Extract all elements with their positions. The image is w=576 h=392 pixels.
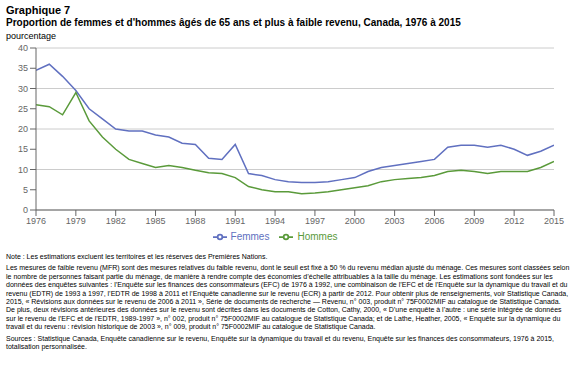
svg-text:1985: 1985 bbox=[146, 216, 166, 226]
html-text:Graphique 7: Graphique 7 bbox=[6, 4, 71, 16]
svg-text:2006: 2006 bbox=[424, 216, 444, 226]
svg-text:10: 10 bbox=[18, 165, 28, 175]
html-text:Note : Les estimations excluen: Note : Les estimations excluent les terr… bbox=[6, 253, 268, 260]
svg-text:40: 40 bbox=[18, 43, 28, 53]
html-text:Hommes: Hommes bbox=[297, 230, 338, 242]
svg-text:1982: 1982 bbox=[106, 216, 126, 226]
svg-text:30: 30 bbox=[18, 84, 28, 94]
svg-text:1991: 1991 bbox=[225, 216, 245, 226]
html-text:Les mesures de faible revenu (: Les mesures de faible revenu (MFR) sont … bbox=[6, 264, 570, 331]
svg-text:35: 35 bbox=[18, 63, 28, 73]
svg-text:1997: 1997 bbox=[305, 216, 325, 226]
svg-text:2003: 2003 bbox=[385, 216, 405, 226]
svg-text:5: 5 bbox=[23, 185, 28, 195]
svg-text:1988: 1988 bbox=[185, 216, 205, 226]
svg-text:20: 20 bbox=[18, 124, 28, 134]
html-text:Proportion de femmes et d'homm: Proportion de femmes et d'hommes âgés de… bbox=[6, 17, 461, 28]
html-text:Sources : Statistique Canada,: Sources : Statistique Canada, Enquête ca… bbox=[6, 334, 554, 351]
svg-text:2000: 2000 bbox=[345, 216, 365, 226]
svg-text:2009: 2009 bbox=[464, 216, 484, 226]
svg-text:1994: 1994 bbox=[265, 216, 285, 226]
svg-text:0: 0 bbox=[23, 205, 28, 215]
svg-text:2015: 2015 bbox=[544, 216, 564, 226]
svg-text:1976: 1976 bbox=[26, 216, 46, 226]
html-text:pourcentage: pourcentage bbox=[6, 31, 56, 41]
svg-text:2012: 2012 bbox=[504, 216, 524, 226]
svg-text:1979: 1979 bbox=[66, 216, 86, 226]
html-text:Femmes: Femmes bbox=[230, 230, 270, 242]
svg-text:25: 25 bbox=[18, 104, 28, 114]
svg-text:15: 15 bbox=[18, 144, 28, 154]
